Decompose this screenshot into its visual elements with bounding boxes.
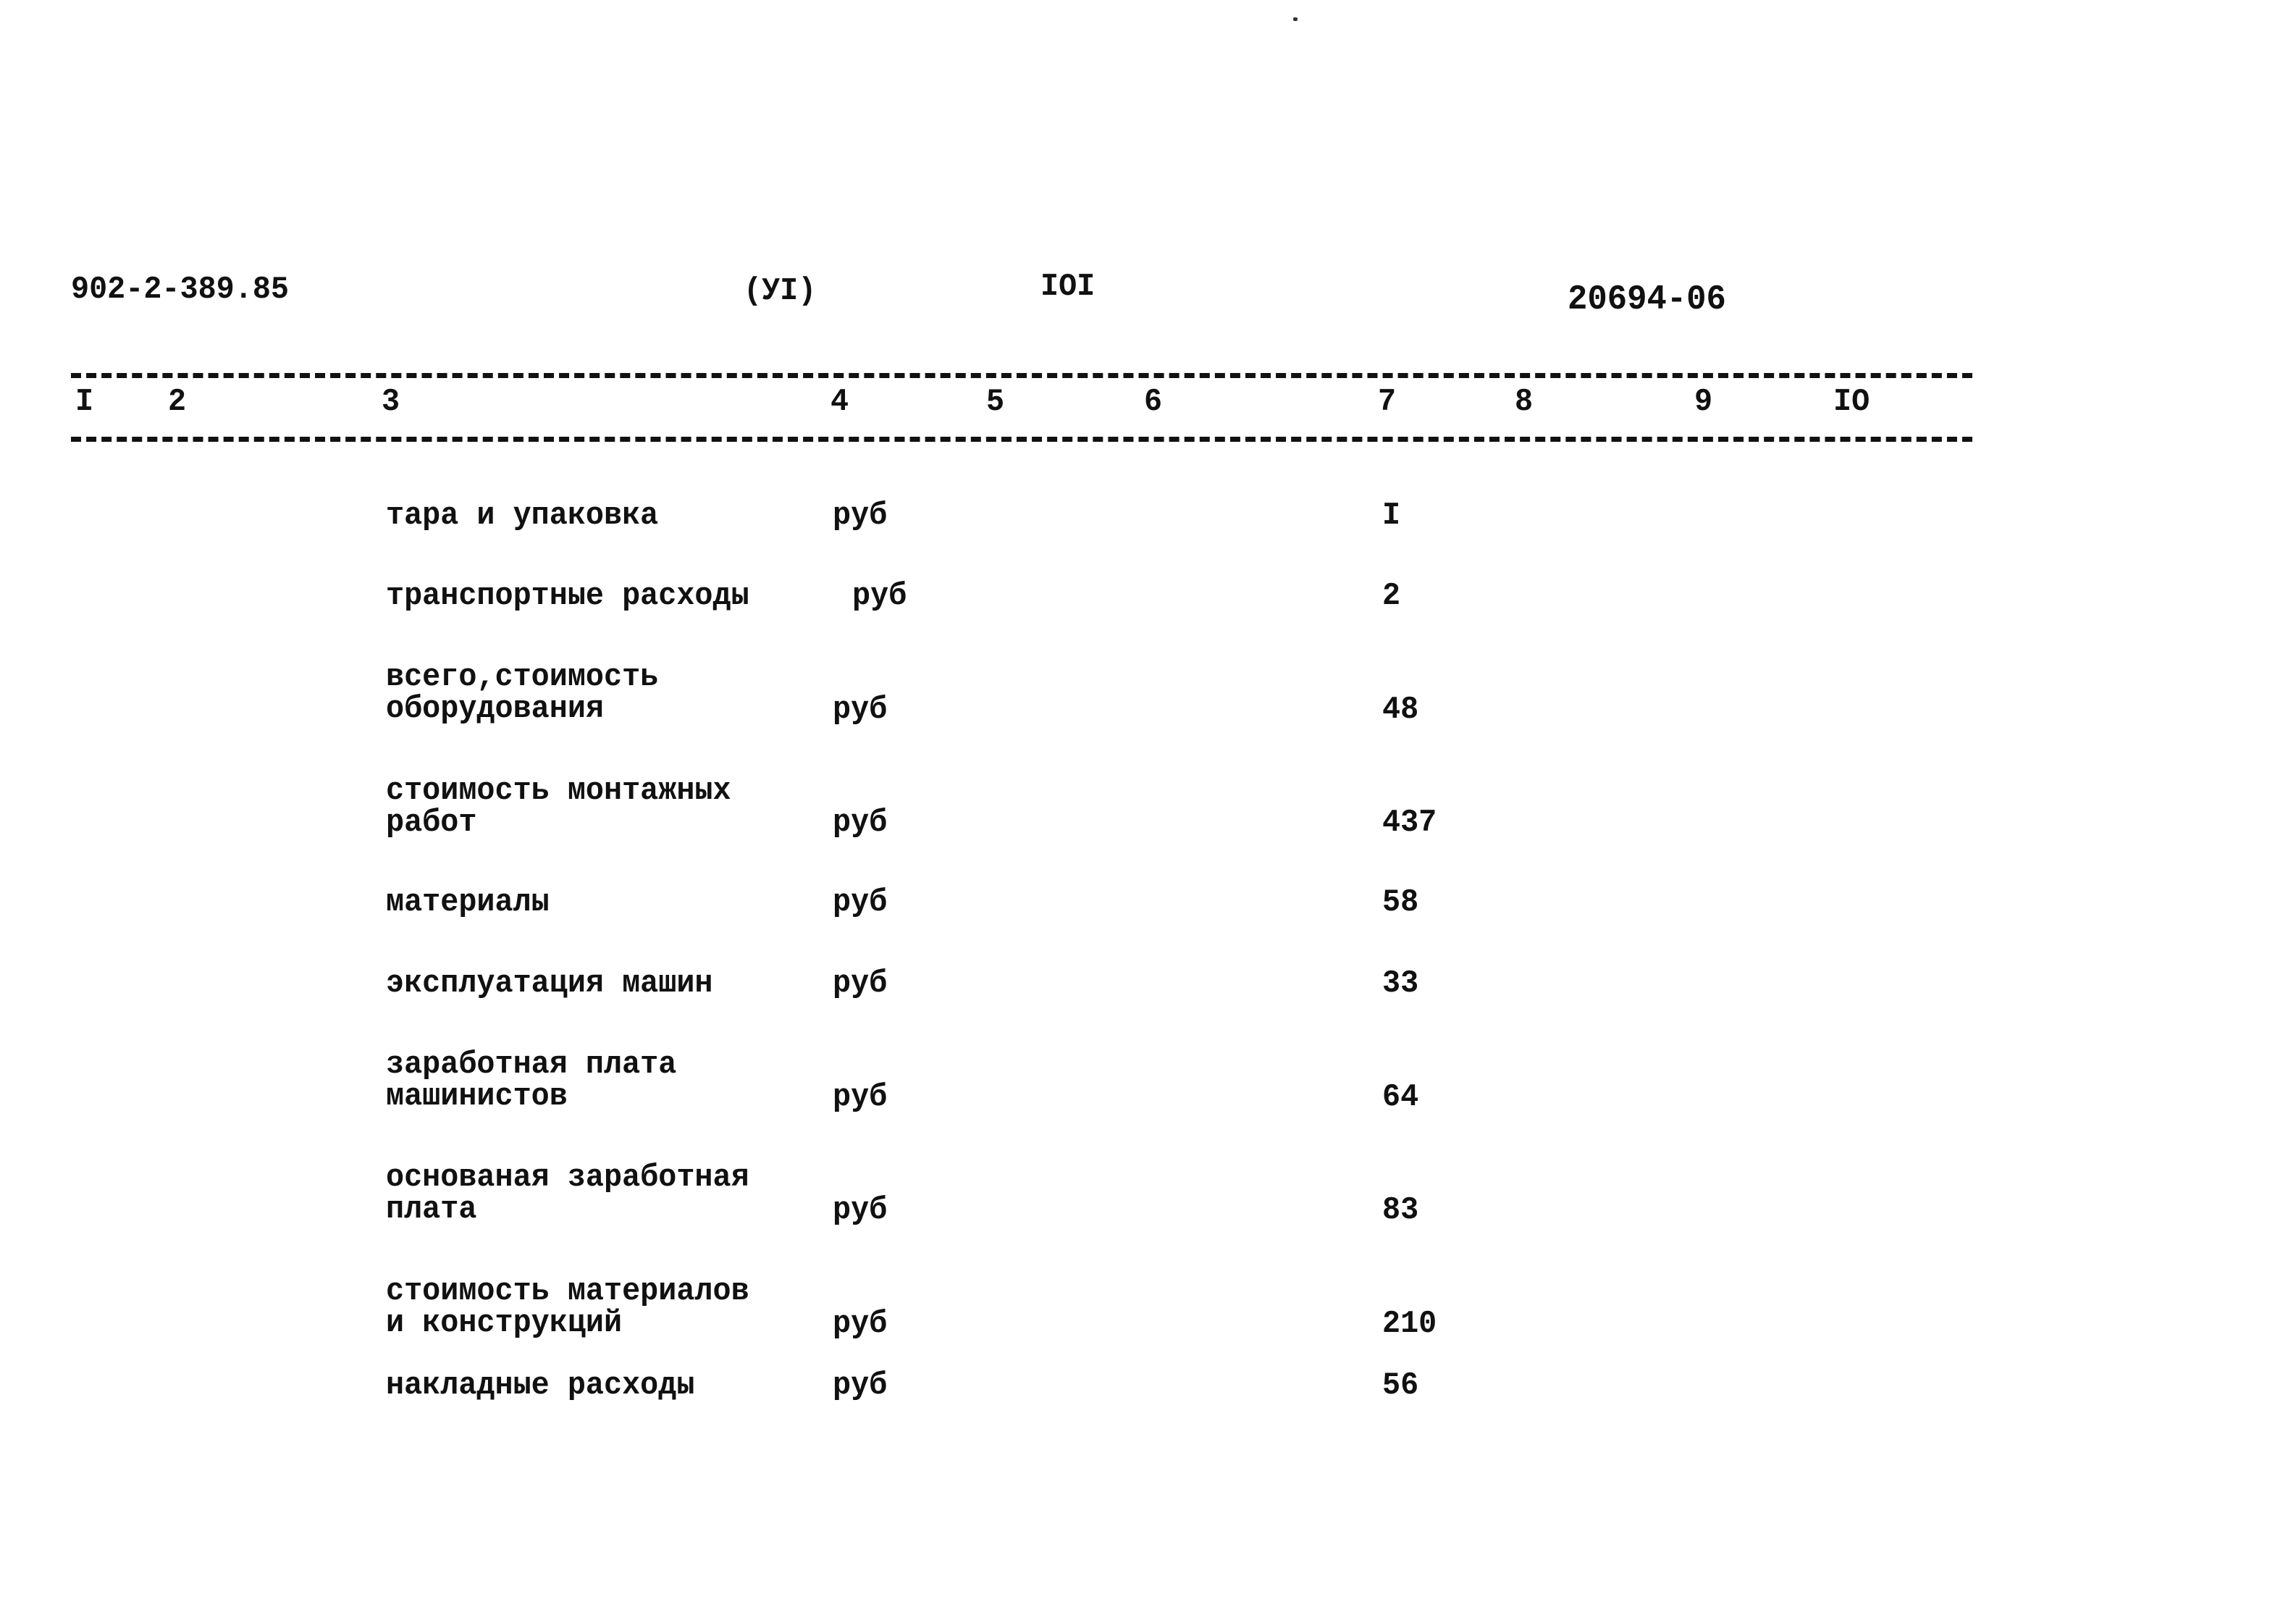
row-value: I	[1382, 498, 1401, 534]
row-name: эксплуатация машин	[386, 965, 713, 1002]
page-number: IOI	[1040, 269, 1096, 305]
row-name: накладные расходы	[386, 1367, 695, 1404]
row-name: заработная плата машинистов	[386, 1047, 677, 1115]
column-number: 2	[168, 384, 187, 420]
section-number: (УI)	[744, 273, 817, 309]
row-unit: руб	[833, 965, 888, 1002]
column-number: 7	[1378, 384, 1397, 420]
row-unit: руб	[833, 692, 888, 728]
row-name: транспортные расходы	[386, 578, 749, 614]
header-divider-top	[71, 373, 1972, 378]
row-value: 64	[1382, 1079, 1419, 1115]
row-value: 56	[1382, 1367, 1419, 1404]
row-unit: руб	[833, 1367, 888, 1404]
column-number: 8	[1515, 384, 1534, 420]
row-unit: руб	[833, 884, 888, 921]
column-number: I	[75, 384, 94, 420]
row-value: 58	[1382, 884, 1419, 921]
inventory-number: 20694-06	[1568, 280, 1726, 319]
row-value: 2	[1382, 578, 1401, 614]
column-number: 9	[1694, 384, 1713, 420]
column-number: IO	[1833, 384, 1870, 420]
column-number: 5	[986, 384, 1005, 420]
row-unit: руб	[833, 498, 888, 534]
row-unit: руб	[833, 1306, 888, 1342]
row-unit: руб	[833, 1079, 888, 1115]
column-number: 4	[830, 384, 849, 420]
row-value: 33	[1382, 965, 1419, 1002]
row-name: материалы	[386, 884, 550, 921]
column-number: 3	[382, 384, 400, 420]
row-name: основаная заработная плата	[386, 1160, 749, 1228]
row-name: стоимость материалов и конструкций	[386, 1273, 749, 1341]
row-name: тара и упаковка	[386, 498, 659, 534]
row-value: 210	[1382, 1306, 1437, 1342]
row-unit: руб	[833, 1192, 888, 1228]
row-unit: руб	[852, 578, 907, 614]
row-value: 48	[1382, 692, 1419, 728]
row-unit: руб	[833, 805, 888, 841]
header-divider-bottom	[71, 437, 1972, 442]
column-number: 6	[1144, 384, 1163, 420]
row-value: 437	[1382, 805, 1437, 841]
scan-speck	[1293, 17, 1298, 21]
doc-code: 902-2-389.85	[71, 272, 290, 308]
row-name: всего,стоимость оборудования	[386, 659, 659, 727]
row-value: 83	[1382, 1192, 1419, 1228]
row-name: стоимость монтажных работ	[386, 773, 731, 841]
